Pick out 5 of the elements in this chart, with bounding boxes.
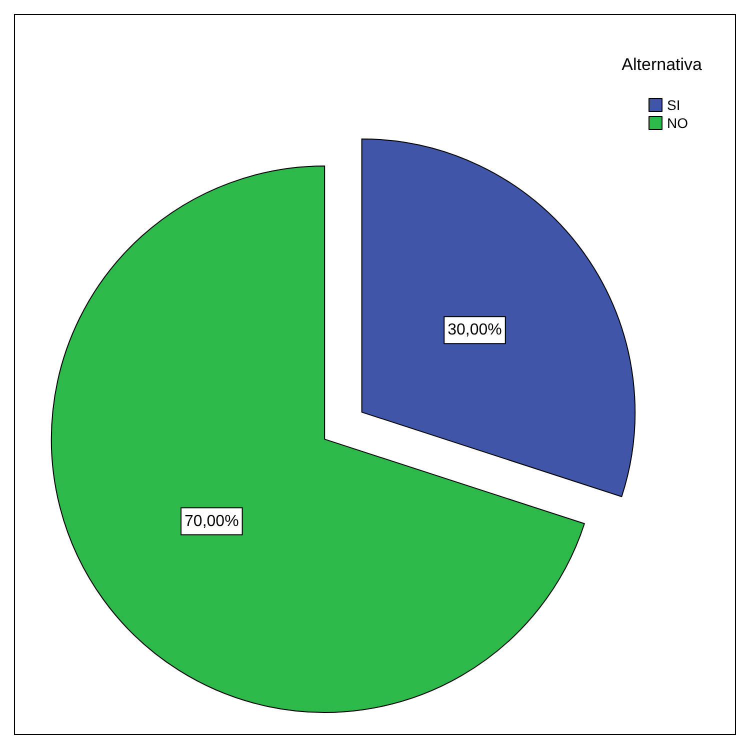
data-label: 30,00% <box>448 322 502 339</box>
legend-label: NO <box>667 115 688 131</box>
data-label: 70,00% <box>184 512 239 530</box>
legend-label: SI <box>667 97 680 113</box>
legend-title: Alternativa <box>622 55 703 74</box>
